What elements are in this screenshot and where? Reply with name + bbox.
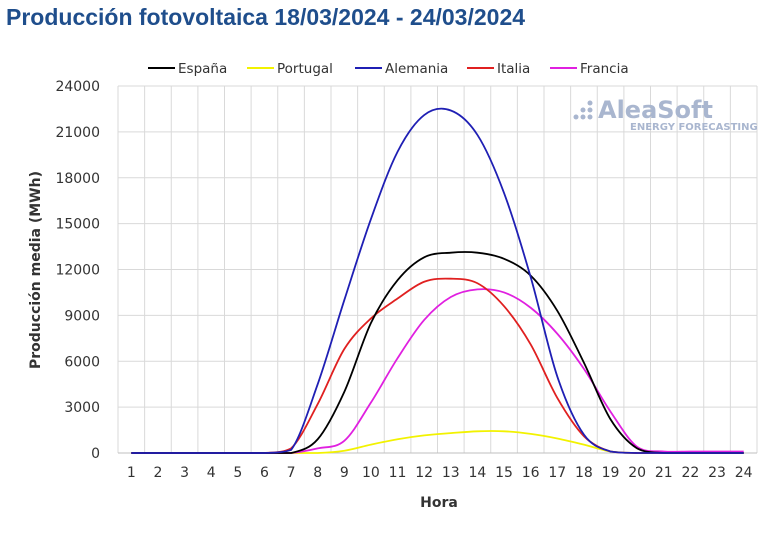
x-tick-label: 18 [575, 465, 593, 481]
x-tick-label: 13 [442, 465, 460, 481]
y-tick-labels: 0 3000 6000 9000 12000 15000 18000 21000 24000 [55, 79, 100, 462]
x-tick-label: 16 [522, 465, 540, 481]
x-tick-label: 9 [340, 465, 349, 481]
y-tick-label: 24000 [55, 79, 100, 95]
x-tick-label: 6 [260, 465, 269, 481]
legend: España Portugal Alemania Italia Francia [148, 61, 629, 77]
legend-item-alemania: Alemania [355, 61, 448, 77]
x-tick-label: 15 [495, 465, 513, 481]
logo-dot [587, 107, 593, 113]
legend-item-italia: Italia [467, 61, 530, 77]
legend-label: España [178, 61, 227, 77]
y-tick-label: 12000 [55, 263, 100, 279]
legend-label: Italia [497, 61, 530, 77]
x-tick-label: 7 [287, 465, 296, 481]
x-tick-label: 3 [180, 465, 189, 481]
y-tick-label: 6000 [64, 354, 100, 370]
x-tick-label: 8 [313, 465, 322, 481]
x-tick-label: 5 [233, 465, 242, 481]
series-line-alemania [131, 107, 744, 454]
logo-main-text: AleaSoft [598, 96, 713, 124]
x-tick-label: 24 [735, 465, 753, 481]
logo-dot [587, 114, 593, 120]
x-tick-label: 22 [682, 465, 700, 481]
legend-label: Alemania [385, 61, 448, 77]
y-tick-label: 9000 [64, 308, 100, 324]
y-tick-label: 18000 [55, 171, 100, 187]
x-tick-label: 11 [389, 465, 407, 481]
y-tick-label: 3000 [64, 400, 100, 416]
x-tick-label: 4 [207, 465, 216, 481]
series-layer [131, 107, 744, 454]
x-tick-label: 19 [602, 465, 620, 481]
aleasoft-logo: AleaSoft ENERGY FORECASTING [573, 96, 758, 133]
x-tick-labels: 1 2 3 4 5 6 7 8 9 10 11 12 13 14 15 16 17 18 19 20 21 22 23 24 [127, 465, 753, 481]
legend-item-portugal: Portugal [247, 61, 333, 77]
x-tick-label: 14 [469, 465, 487, 481]
logo-sub-text: ENERGY FORECASTING [630, 122, 758, 133]
x-tick-label: 10 [362, 465, 380, 481]
grid-layer [117, 85, 758, 454]
legend-item-francia: Francia [550, 61, 629, 77]
x-axis-title: Hora [420, 495, 458, 511]
x-tick-label: 23 [708, 465, 726, 481]
x-tick-label: 21 [655, 465, 673, 481]
x-tick-label: 20 [628, 465, 646, 481]
x-tick-label: 17 [548, 465, 566, 481]
x-tick-label: 12 [415, 465, 433, 481]
y-tick-label: 0 [91, 446, 100, 462]
logo-dot [587, 100, 593, 106]
legend-item-espana: España [148, 61, 227, 77]
legend-label: Portugal [277, 61, 333, 77]
logo-dot [580, 114, 586, 120]
y-tick-label: 15000 [55, 217, 100, 233]
x-tick-label: 1 [127, 465, 136, 481]
logo-dot [573, 114, 579, 120]
y-tick-label: 21000 [55, 125, 100, 141]
logo-dot [580, 107, 586, 113]
legend-label: Francia [580, 61, 629, 77]
x-tick-label: 2 [153, 465, 162, 481]
y-axis-title: Producción media (MWh) [28, 171, 44, 369]
page-title: Producción fotovoltaica 18/03/2024 - 24/… [6, 4, 526, 30]
